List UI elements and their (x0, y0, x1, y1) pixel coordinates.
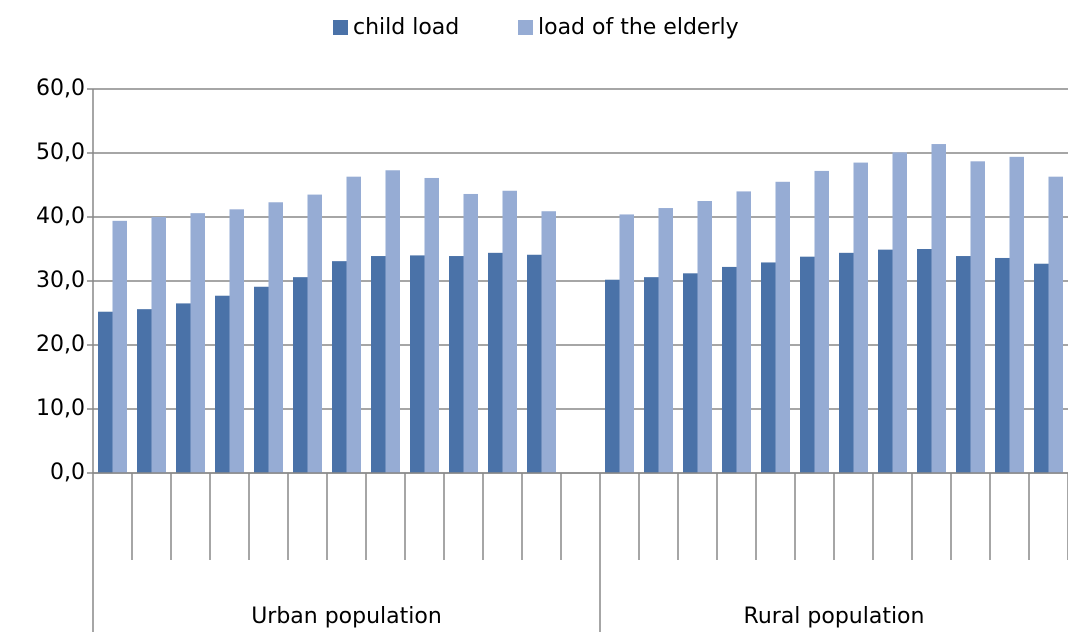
bar (605, 279, 620, 473)
bar (775, 181, 790, 474)
y-tick-label: 60,0 (36, 76, 85, 101)
bar (970, 161, 985, 473)
bar (995, 257, 1010, 473)
legend-label: child load (353, 15, 459, 40)
bar (98, 311, 113, 473)
y-tick-label: 10,0 (36, 396, 85, 421)
legend-swatch (333, 20, 348, 35)
bar (722, 266, 737, 473)
bar (332, 261, 347, 473)
bar (229, 209, 244, 473)
bar (488, 252, 503, 473)
bar (176, 303, 191, 473)
bar (853, 162, 868, 473)
bar (761, 262, 776, 473)
bar (293, 277, 308, 473)
bar (346, 176, 361, 473)
bar (527, 254, 542, 473)
bar (800, 256, 815, 473)
bar (307, 194, 322, 473)
bar (658, 208, 673, 474)
bar (449, 256, 464, 473)
bar (137, 309, 152, 473)
bar (814, 170, 829, 474)
bar (541, 211, 556, 474)
y-tick-label: 50,0 (36, 140, 85, 165)
bar (1034, 263, 1049, 473)
legend-label: load of the elderly (538, 15, 739, 40)
bar (839, 252, 854, 473)
bar (917, 249, 932, 473)
bar (892, 152, 907, 474)
bar (736, 191, 751, 473)
bar (215, 295, 230, 473)
y-tick-label: 20,0 (36, 332, 85, 357)
bar (151, 217, 166, 473)
bar (683, 273, 698, 473)
bar (410, 255, 425, 473)
bar (112, 220, 127, 473)
bar (190, 213, 205, 473)
bar (1009, 156, 1024, 473)
bar (878, 249, 893, 473)
bar (956, 256, 971, 473)
bar (931, 144, 946, 474)
y-tick-label: 30,0 (36, 268, 85, 293)
legend-swatch (518, 20, 533, 35)
bar (502, 190, 517, 473)
y-tick-label: 40,0 (36, 204, 85, 229)
bar (385, 170, 400, 473)
bar (268, 202, 283, 473)
bar (644, 277, 659, 473)
bar (697, 201, 712, 473)
y-tick-label: 0,0 (50, 460, 85, 485)
group-label: Urban population (251, 604, 442, 629)
bar (1048, 176, 1063, 473)
bar (424, 177, 439, 473)
bar (254, 286, 269, 473)
group-label: Rural population (744, 604, 925, 629)
bar (371, 256, 386, 473)
bar (619, 214, 634, 473)
bar (463, 193, 478, 473)
